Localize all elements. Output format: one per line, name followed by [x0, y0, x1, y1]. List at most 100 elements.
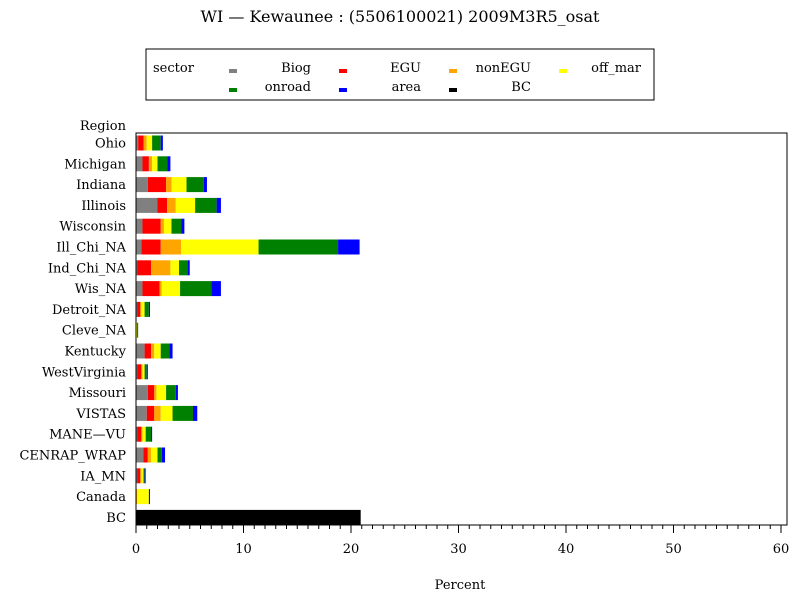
bar-indiana-nonegu	[166, 177, 171, 192]
bar-wisconsin-onroad	[171, 219, 181, 234]
bar-ill-chi-na-egu	[141, 240, 160, 255]
bar-ind-chi-na-egu	[137, 260, 151, 275]
bar-kentucky-nonegu	[151, 344, 154, 359]
bar-bc-bc	[136, 510, 361, 525]
bar-mane-vu-off_mar	[142, 427, 145, 442]
legend-label-area: area	[392, 80, 422, 95]
bar-vistas-egu	[147, 406, 155, 421]
legend-swatch-off_mar	[559, 69, 567, 73]
bar-mane-vu-onroad	[146, 427, 151, 442]
bar-cenrap-wrap-egu	[144, 448, 148, 463]
bar-michigan-area	[167, 156, 170, 171]
y-tick-label: Cleve_NA	[62, 324, 127, 339]
bar-kentucky-egu	[145, 344, 151, 359]
y-tick-labels: Ohio Michigan Indiana Illinois Wisconsin Ill_…	[19, 137, 126, 526]
y-tick-label: Canada	[76, 490, 126, 505]
bar-ohio-onroad	[152, 136, 161, 151]
legend-swatch-biog	[229, 69, 237, 73]
legend-title: sector	[153, 61, 195, 76]
y-tick-label: Michigan	[64, 157, 126, 172]
bar-westvirginia-egu	[137, 364, 141, 379]
bar-missouri-egu	[148, 385, 154, 400]
bar-detroit-na-egu	[137, 302, 140, 317]
bar-ohio-egu	[138, 136, 143, 151]
bar-wis-na-off_mar	[162, 281, 180, 296]
bar-kentucky-area	[169, 344, 172, 359]
bar-kentucky-off_mar	[154, 344, 160, 359]
x-tick-label: 40	[558, 542, 575, 557]
bar-detroit-na-area	[149, 302, 150, 317]
bar-ohio-nonegu	[144, 136, 147, 151]
bar-wis-na-nonegu	[160, 281, 162, 296]
bar-indiana-biog	[136, 177, 148, 192]
bar-illinois-egu	[158, 198, 168, 213]
bar-westvirginia-area	[147, 364, 148, 379]
bar-wis-na-area	[211, 281, 221, 296]
chart: WI — Kewaunee : (5506100021) 2009M3R5_os…	[0, 0, 800, 600]
bar-ill-chi-na-onroad	[259, 240, 339, 255]
y-tick-label: BC	[106, 511, 126, 526]
bar-wisconsin-off_mar	[164, 219, 172, 234]
legend-swatch-onroad	[229, 88, 237, 92]
bar-wis-na-egu	[142, 281, 159, 296]
bar-ind-chi-na-nonegu	[151, 260, 170, 275]
bar-detroit-na-off_mar	[141, 302, 144, 317]
y-axis-label: Region	[80, 119, 127, 134]
bar-ia-mn-onroad	[144, 468, 145, 483]
legend-swatch-area	[339, 88, 347, 92]
bar-missouri-area	[176, 385, 178, 400]
legend-swatch-nonegu	[449, 69, 457, 73]
bar-ia-mn-area	[145, 468, 146, 483]
bar-michigan-off_mar	[152, 156, 157, 171]
bar-ohio-off_mar	[147, 136, 152, 151]
bar-missouri-onroad	[166, 385, 176, 400]
legend-swatch-bc	[449, 88, 457, 92]
bar-ia-mn-egu	[137, 468, 140, 483]
bar-westvirginia-off_mar	[142, 364, 144, 379]
bar-ill-chi-na-area	[338, 240, 360, 255]
bar-ia-mn-off_mar	[141, 468, 143, 483]
y-tick-label: MANE—VU	[49, 428, 126, 443]
legend-label-biog: Biog	[281, 61, 311, 76]
y-tick-label: VISTAS	[75, 407, 126, 422]
bar-kentucky-biog	[136, 344, 145, 359]
bar-wisconsin-egu	[142, 219, 160, 234]
bar-wis-na-biog	[136, 281, 142, 296]
legend-label-onroad: onroad	[265, 80, 311, 95]
bar-ia-mn-nonegu	[140, 468, 141, 483]
bar-indiana-off_mar	[171, 177, 186, 192]
y-tick-label: Wis_NA	[75, 282, 127, 297]
bar-mane-vu-nonegu	[141, 427, 142, 442]
legend-label-egu: EGU	[390, 61, 421, 76]
bar-ind-chi-na-off_mar	[170, 260, 179, 275]
bar-michigan-onroad	[158, 156, 168, 171]
x-axis-label: Percent	[435, 578, 486, 593]
bar-canada-off_mar	[137, 489, 149, 504]
x-tick-label: 60	[773, 542, 790, 557]
y-tick-label: IA_MN	[80, 469, 126, 484]
legend-label-nonegu: nonEGU	[476, 61, 531, 76]
bar-illinois-area	[217, 198, 221, 213]
bar-wisconsin-nonegu	[161, 219, 164, 234]
bar-ill-chi-na-nonegu	[161, 240, 181, 255]
bar-cenrap-wrap-onroad	[158, 448, 162, 463]
bar-vistas-biog	[136, 406, 147, 421]
bar-indiana-egu	[148, 177, 166, 192]
y-tick-label: Kentucky	[64, 345, 126, 360]
x-tick-label: 50	[665, 542, 682, 557]
bar-vistas-off_mar	[161, 406, 173, 421]
y-tick-label: Indiana	[76, 178, 126, 193]
bar-illinois-nonegu	[167, 198, 176, 213]
y-tick-label: Missouri	[69, 386, 126, 401]
plot-frame	[136, 133, 787, 525]
bar-michigan-nonegu	[149, 156, 152, 171]
y-tick-label: Illinois	[81, 199, 126, 214]
bar-michigan-egu	[142, 156, 148, 171]
bar-missouri-nonegu	[154, 385, 156, 400]
bar-wisconsin-biog	[136, 219, 142, 234]
y-tick-label: Detroit_NA	[52, 303, 127, 318]
bar-cenrap-wrap-biog	[136, 448, 144, 463]
bar-wisconsin-area	[181, 219, 184, 234]
y-tick-label: CENRAP_WRAP	[19, 449, 126, 464]
legend-swatch-egu	[339, 69, 347, 73]
